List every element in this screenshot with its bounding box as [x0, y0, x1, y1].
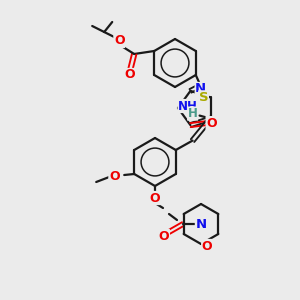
Text: O: O: [150, 191, 160, 205]
Text: O: O: [202, 239, 212, 253]
Text: H: H: [188, 107, 197, 120]
Text: N: N: [195, 218, 207, 230]
Text: S: S: [199, 91, 208, 104]
Text: N: N: [195, 82, 206, 95]
Text: NH: NH: [178, 100, 198, 112]
Text: O: O: [206, 117, 217, 130]
Text: O: O: [114, 34, 124, 47]
Text: O: O: [124, 68, 134, 82]
Text: O: O: [159, 230, 169, 242]
Text: O: O: [109, 170, 119, 184]
